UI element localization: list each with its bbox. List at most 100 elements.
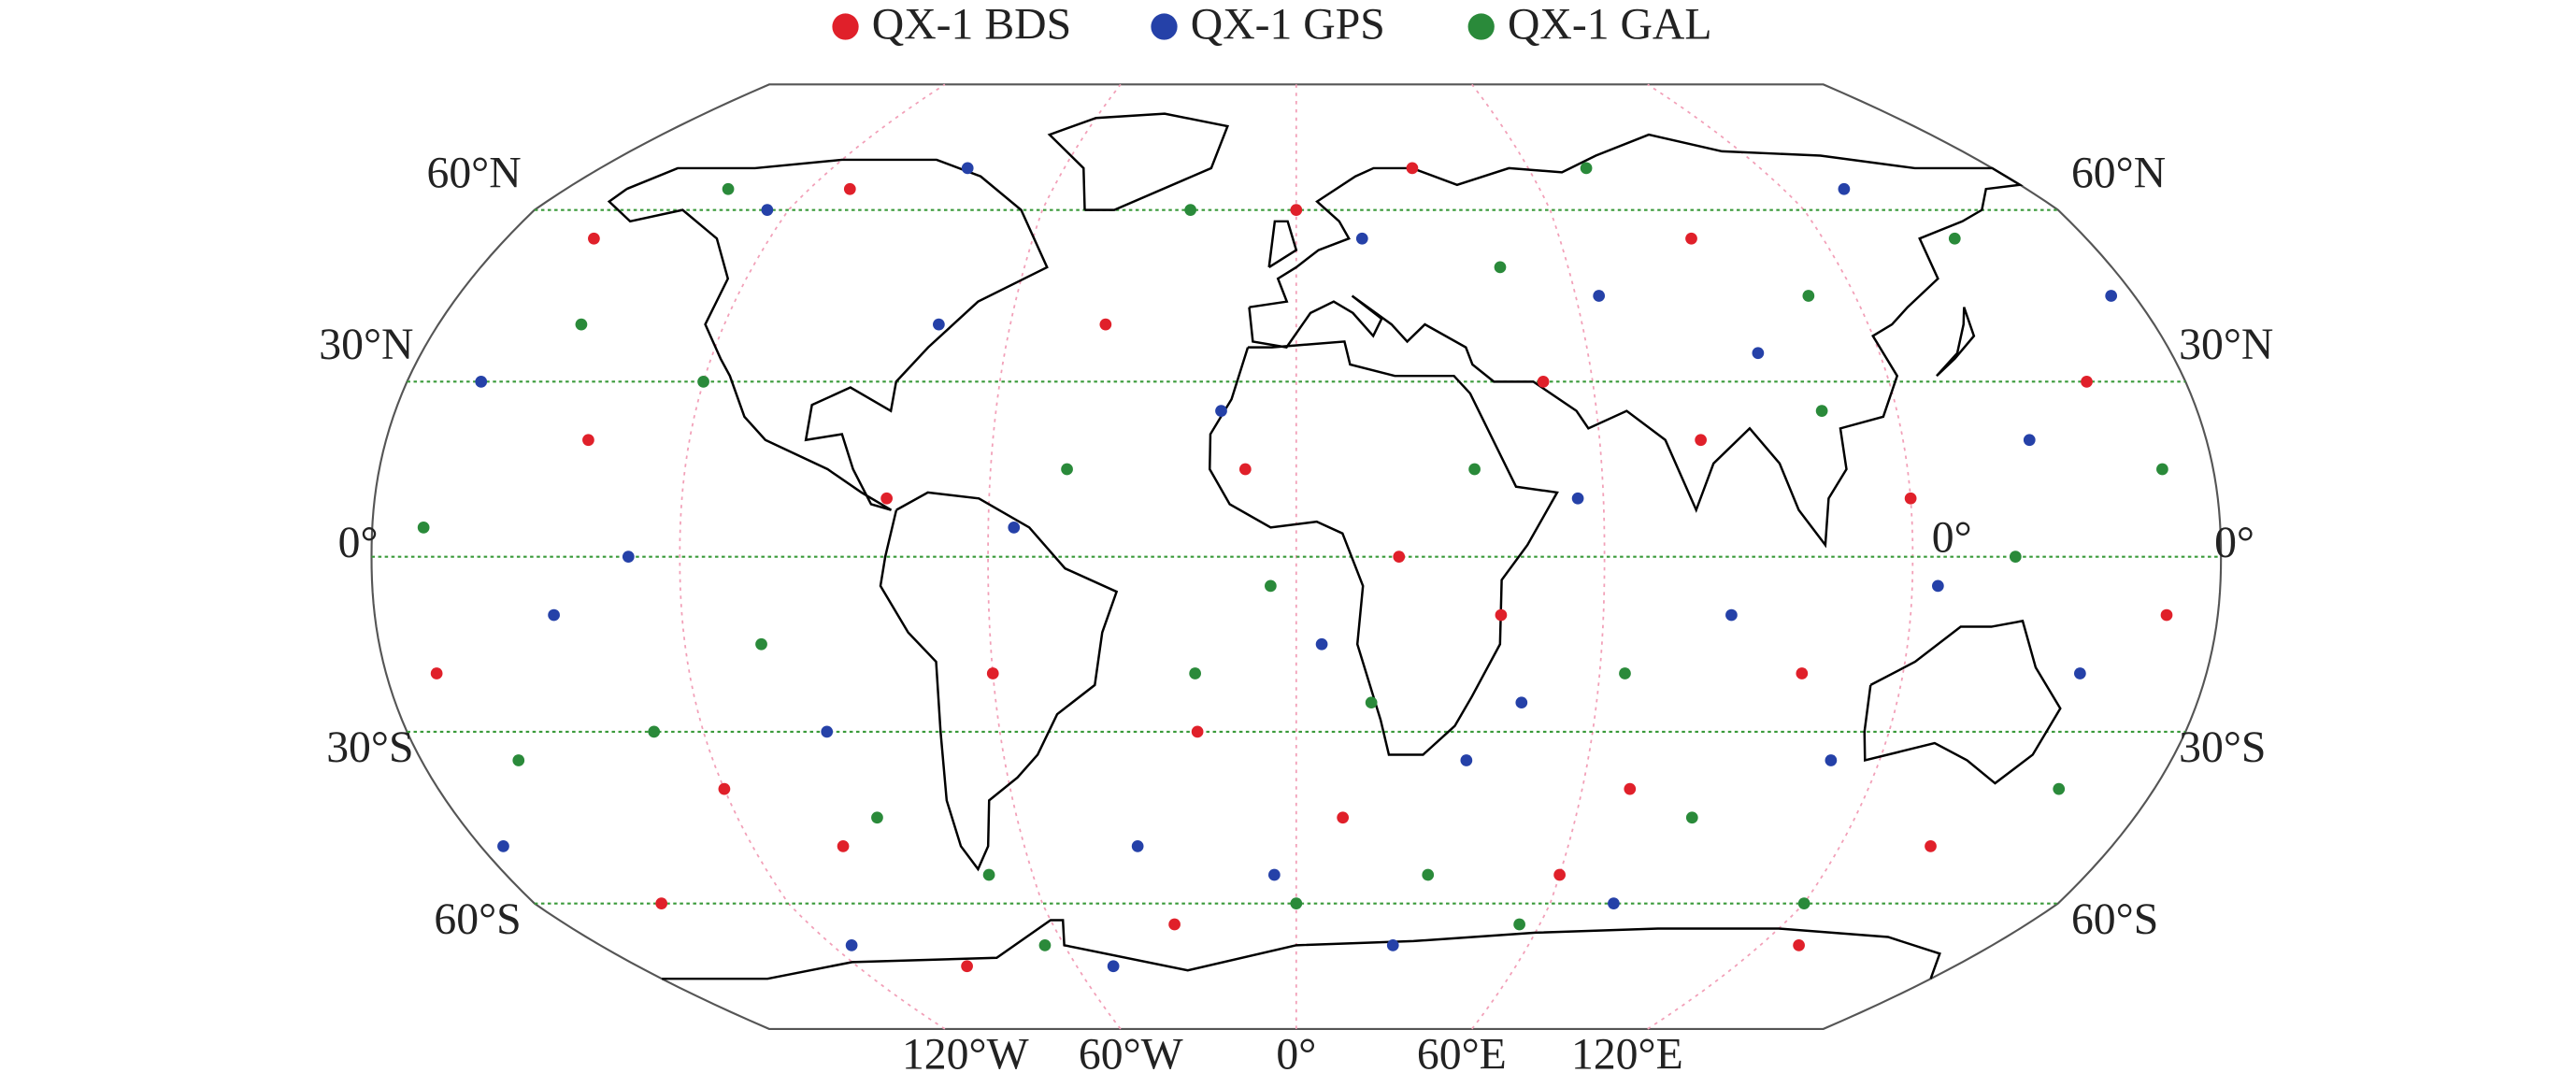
station-point (1624, 782, 1637, 795)
station-point (718, 782, 731, 795)
station-point (2156, 463, 2168, 476)
y-tick-label-right: 60°S (2071, 894, 2158, 944)
coastlines (607, 112, 2062, 980)
station-point (933, 318, 945, 331)
station-point (2023, 434, 2036, 447)
station-point (1580, 162, 1593, 175)
y-tick-label-right: 60°N (2071, 148, 2166, 197)
station-point (1513, 918, 1525, 931)
y-tick-label-left: 30°N (319, 320, 413, 369)
station-point (1495, 608, 1508, 622)
station-point (1685, 232, 1697, 245)
station-point (588, 232, 600, 245)
legend-marker (832, 13, 859, 40)
coastline (1863, 619, 2062, 785)
coastline (879, 491, 1119, 872)
station-point (1184, 204, 1197, 216)
station-point (1365, 696, 1378, 709)
station-point (1553, 868, 1566, 881)
station-point (1537, 376, 1550, 388)
station-point (1265, 579, 1277, 593)
station-point (871, 811, 883, 824)
legend-marker (1467, 13, 1495, 40)
meridian (987, 83, 1122, 1030)
legend-marker (1151, 13, 1178, 40)
station-point (1815, 405, 1828, 417)
station-point (1825, 754, 1838, 766)
station-point (1008, 522, 1021, 534)
station-point (845, 939, 858, 951)
coastline (1047, 112, 1230, 211)
meridian (1471, 83, 1606, 1030)
station-point (1315, 637, 1328, 651)
station-point (1215, 405, 1227, 417)
station-point (1422, 868, 1435, 881)
station-point (1355, 232, 1368, 245)
station-point (761, 204, 774, 216)
points (417, 162, 2173, 973)
station-point (755, 637, 767, 651)
legend-label: QX-1 GAL (1508, 0, 1712, 49)
y-tick-label-right: 0° (2214, 518, 2254, 567)
station-point (1695, 434, 1707, 447)
station-point (1608, 897, 1620, 909)
station-point (986, 667, 999, 679)
station-point (1494, 261, 1507, 274)
station-point (821, 725, 834, 738)
station-point (1191, 725, 1204, 738)
station-point (880, 492, 893, 505)
station-point (1290, 897, 1303, 909)
station-point (575, 318, 588, 331)
station-point (1571, 492, 1584, 505)
station-point (1838, 182, 1851, 195)
station-point (1752, 347, 1765, 360)
x-tick-label: 60°E (1417, 1030, 1507, 1080)
station-point (1393, 551, 1406, 563)
annotation: 0° (1932, 513, 1972, 563)
station-point (961, 960, 973, 973)
x-tick-label: 0° (1276, 1030, 1316, 1080)
x-tick-label: 120°E (1571, 1030, 1683, 1080)
y-tick-label-left: 0° (338, 518, 379, 567)
station-point (1948, 232, 1961, 245)
station-point (648, 725, 661, 738)
station-point (1168, 918, 1181, 931)
station-point (1904, 492, 1917, 505)
y-tick-label-left: 60°N (427, 148, 522, 197)
station-point (1406, 162, 1419, 175)
station-point (2105, 290, 2118, 302)
station-point (1337, 811, 1350, 824)
station-point (2009, 551, 2022, 563)
station-point (1238, 463, 1252, 476)
station-point (655, 897, 668, 909)
station-point (1725, 608, 1738, 622)
station-point (1796, 667, 1809, 679)
y-tick-label-right: 30°S (2179, 722, 2266, 772)
station-point (1386, 939, 1399, 951)
station-point (1925, 840, 1937, 852)
station-point (1593, 290, 1606, 302)
station-point (417, 522, 430, 534)
station-point (697, 376, 709, 388)
station-point (1061, 463, 1073, 476)
station-point (1290, 204, 1303, 216)
station-point (1793, 939, 1805, 951)
station-point (622, 551, 635, 563)
station-point (1797, 897, 1810, 909)
coastline (607, 158, 1049, 511)
station-point (1515, 696, 1528, 709)
station-point (722, 182, 735, 195)
x-tick-label: 60°W (1079, 1030, 1183, 1080)
station-point (1038, 939, 1052, 951)
station-point (1189, 667, 1201, 679)
coastline (1936, 307, 1976, 378)
station-point (2160, 608, 2173, 622)
y-tick-label-left: 60°S (434, 894, 521, 944)
station-point (475, 376, 488, 388)
station-point (1931, 579, 1944, 593)
station-point (1802, 290, 1815, 302)
coastline (662, 919, 1941, 980)
station-point (1460, 754, 1473, 766)
